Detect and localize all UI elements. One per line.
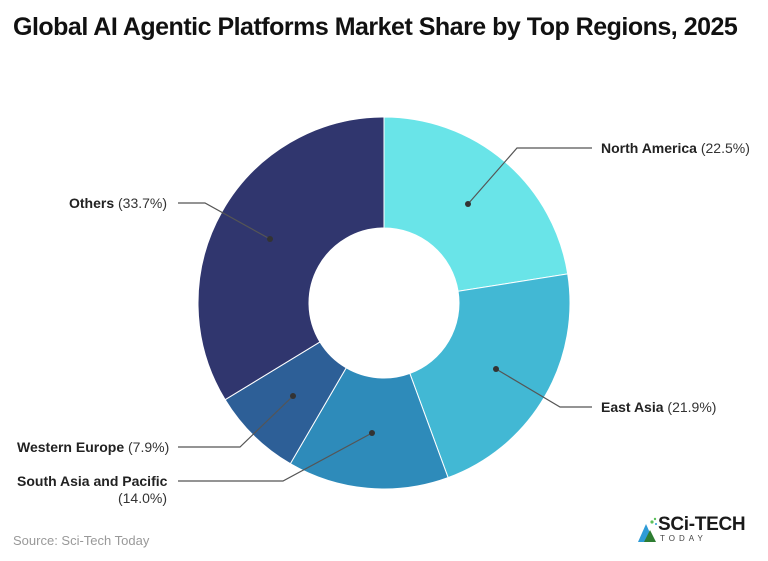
slice-south-asia-and-pacific xyxy=(289,367,449,490)
label-south-asia: South Asia and Pacific (14.0%) xyxy=(17,473,167,507)
slice-east-asia xyxy=(409,273,571,479)
label-name: North America xyxy=(601,140,697,156)
label-western-europe: Western Europe (7.9%) xyxy=(17,439,169,456)
label-name: Western Europe xyxy=(17,439,125,455)
slice-north-america xyxy=(383,116,569,292)
label-others: Others (33.7%) xyxy=(69,195,167,212)
brand-logo: SCi-TECH TODAY xyxy=(636,514,756,546)
label-name: Others xyxy=(69,195,115,211)
label-value: (21.9%) xyxy=(667,399,717,415)
donut-slices xyxy=(197,116,571,490)
logo-icon xyxy=(638,517,657,542)
chart-title: Global AI Agentic Platforms Market Share… xyxy=(13,13,738,41)
leader-lines xyxy=(178,147,592,482)
label-north-america: North America (22.5%) xyxy=(601,140,750,157)
label-east-asia: East Asia (21.9%) xyxy=(601,399,716,416)
leader-western-europe xyxy=(178,395,294,448)
label-value: (7.9%) xyxy=(128,439,170,455)
label-value: (33.7%) xyxy=(118,195,168,211)
leader-dots xyxy=(267,201,499,436)
logo-text: SCi-TECH xyxy=(658,514,746,535)
slice-others xyxy=(197,116,385,401)
label-value: (22.5%) xyxy=(700,140,750,156)
source-note: Source: Sci-Tech Today xyxy=(13,533,150,548)
logo-subtext: TODAY xyxy=(660,534,707,543)
label-value: (14.0%) xyxy=(117,490,167,506)
leader-east-asia xyxy=(495,368,592,408)
leader-south-asia xyxy=(178,432,373,482)
leader-north-america xyxy=(467,147,592,205)
leader-others xyxy=(178,202,271,240)
label-name: East Asia xyxy=(601,399,664,415)
label-name: South Asia and Pacific xyxy=(17,473,168,489)
